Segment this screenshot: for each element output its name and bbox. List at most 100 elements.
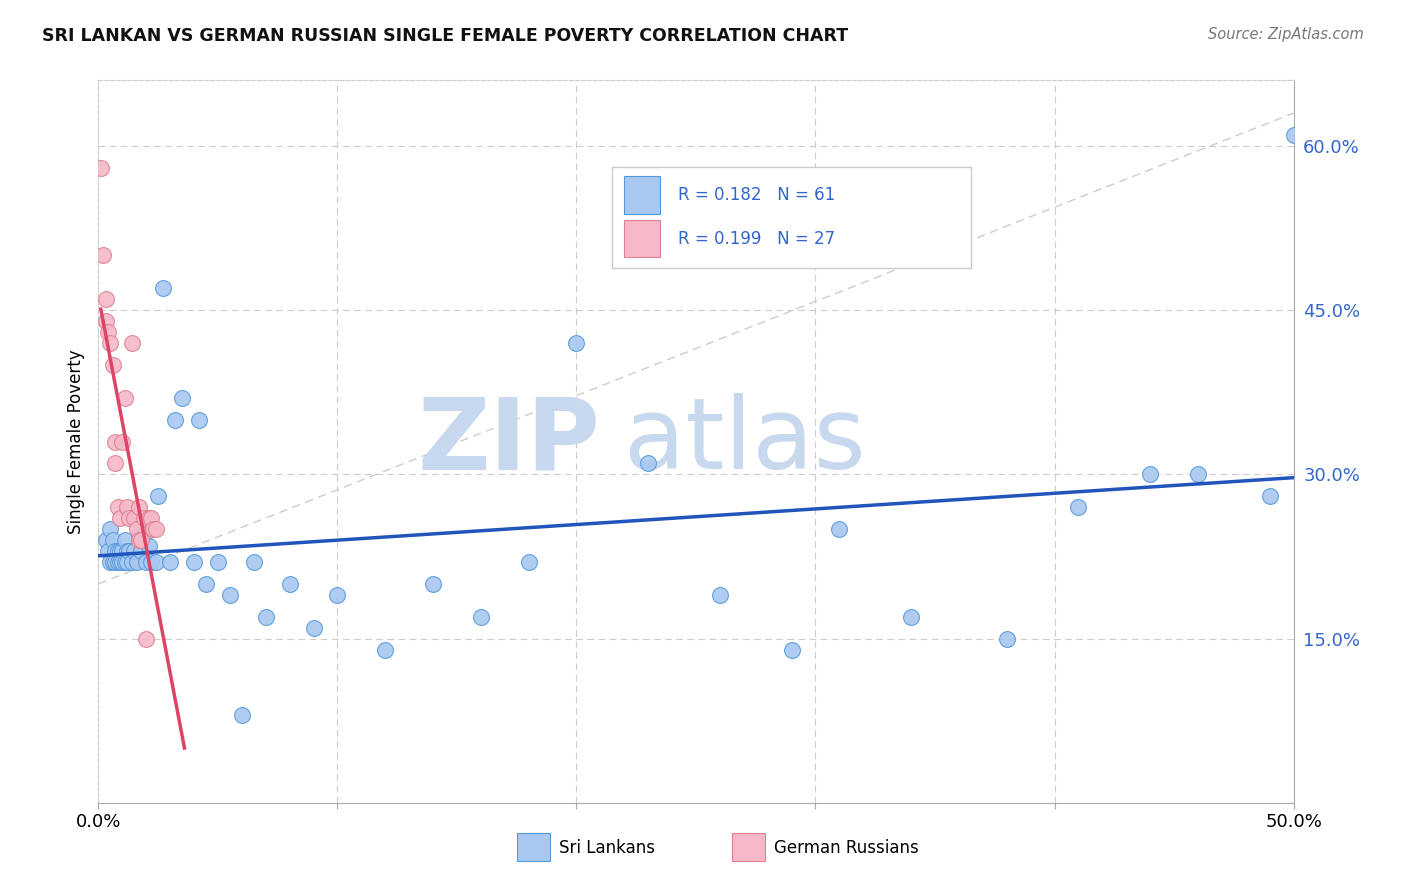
Point [111, 544, 134, 558]
Point [104, 544, 127, 558]
Point [107, 500, 129, 515]
Point [101, 358, 124, 372]
Text: German Russians: German Russians [773, 838, 918, 856]
Point [118, 544, 141, 558]
Point [114, 555, 136, 569]
Point [159, 555, 181, 569]
Point [207, 555, 229, 569]
Point [107, 544, 129, 558]
Point [111, 434, 134, 449]
Point [114, 533, 136, 547]
Point [195, 577, 218, 591]
Point [138, 511, 160, 525]
Point [91, 248, 114, 262]
Point [128, 500, 150, 515]
Point [1187, 467, 1209, 482]
Point [104, 555, 127, 569]
Text: atlas: atlas [624, 393, 866, 490]
Point [101, 555, 124, 569]
Point [115, 555, 138, 569]
Point [101, 533, 124, 547]
Point [995, 632, 1018, 646]
Point [114, 391, 136, 405]
Point [828, 522, 851, 536]
Point [142, 522, 165, 536]
Point [565, 336, 588, 351]
Point [108, 511, 131, 525]
Point [374, 642, 396, 657]
Point [517, 555, 540, 569]
FancyBboxPatch shape [624, 219, 661, 257]
Point [1067, 500, 1090, 515]
Point [98, 555, 122, 569]
Point [231, 708, 253, 723]
Point [94, 533, 117, 547]
Point [104, 457, 127, 471]
Point [302, 621, 325, 635]
Text: R = 0.182   N = 61: R = 0.182 N = 61 [678, 186, 835, 204]
Point [183, 555, 205, 569]
Point [152, 281, 174, 295]
Point [243, 555, 266, 569]
Point [108, 544, 131, 558]
Point [187, 412, 209, 426]
Point [124, 544, 146, 558]
Point [108, 555, 131, 569]
Point [94, 314, 117, 328]
FancyBboxPatch shape [733, 833, 765, 861]
Point [135, 632, 157, 646]
Text: Source: ZipAtlas.com: Source: ZipAtlas.com [1208, 27, 1364, 42]
Point [107, 555, 129, 569]
Point [131, 544, 153, 558]
Point [115, 500, 138, 515]
Point [138, 539, 160, 553]
Text: Sri Lankans: Sri Lankans [558, 838, 655, 856]
Text: R = 0.199   N = 27: R = 0.199 N = 27 [678, 229, 835, 247]
Point [709, 588, 731, 602]
Point [97, 325, 120, 339]
Point [115, 544, 138, 558]
Point [254, 609, 277, 624]
Text: SRI LANKAN VS GERMAN RUSSIAN SINGLE FEMALE POVERTY CORRELATION CHART: SRI LANKAN VS GERMAN RUSSIAN SINGLE FEMA… [42, 27, 848, 45]
Point [139, 555, 162, 569]
Point [172, 391, 194, 405]
Point [145, 555, 167, 569]
Point [1282, 128, 1305, 142]
Point [132, 527, 155, 541]
Point [780, 642, 803, 657]
Point [1139, 467, 1161, 482]
Point [326, 588, 349, 602]
Point [637, 457, 659, 471]
Point [470, 609, 492, 624]
FancyBboxPatch shape [624, 177, 661, 214]
Text: ZIP: ZIP [418, 393, 600, 490]
Point [145, 522, 167, 536]
FancyBboxPatch shape [517, 833, 550, 861]
Point [900, 609, 922, 624]
Point [90, 161, 112, 175]
Point [98, 522, 122, 536]
Point [97, 544, 120, 558]
Point [98, 336, 122, 351]
Point [124, 511, 146, 525]
Point [139, 511, 162, 525]
Point [128, 533, 150, 547]
Point [121, 336, 143, 351]
Point [278, 577, 301, 591]
Point [1258, 489, 1281, 503]
Point [125, 555, 148, 569]
Point [163, 412, 186, 426]
Point [121, 555, 143, 569]
Point [104, 434, 127, 449]
FancyBboxPatch shape [613, 167, 972, 268]
Point [135, 555, 157, 569]
Point [125, 522, 148, 536]
Point [422, 577, 444, 591]
Y-axis label: Single Female Poverty: Single Female Poverty [66, 350, 84, 533]
Point [94, 292, 117, 306]
Point [128, 527, 150, 541]
Point [111, 555, 134, 569]
Point [219, 588, 242, 602]
Point [118, 511, 141, 525]
Point [148, 489, 170, 503]
